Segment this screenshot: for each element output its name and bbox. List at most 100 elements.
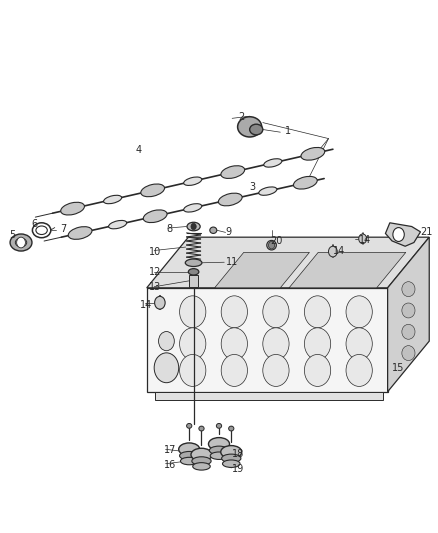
- Circle shape: [393, 228, 404, 241]
- Ellipse shape: [103, 195, 122, 204]
- Circle shape: [159, 332, 174, 351]
- Ellipse shape: [301, 148, 325, 160]
- Text: 21: 21: [420, 227, 433, 237]
- Ellipse shape: [222, 454, 241, 463]
- Ellipse shape: [402, 346, 415, 360]
- Text: 15: 15: [392, 363, 404, 373]
- Text: 3: 3: [250, 182, 256, 191]
- Ellipse shape: [210, 227, 217, 233]
- Circle shape: [346, 328, 372, 360]
- Text: 19: 19: [232, 464, 244, 474]
- Circle shape: [346, 296, 372, 328]
- Polygon shape: [388, 237, 429, 392]
- Circle shape: [154, 353, 179, 383]
- Ellipse shape: [221, 446, 242, 458]
- Text: 2: 2: [239, 112, 245, 122]
- Circle shape: [17, 237, 25, 248]
- Ellipse shape: [141, 184, 165, 197]
- Ellipse shape: [187, 423, 192, 429]
- Text: 5: 5: [9, 230, 15, 239]
- Circle shape: [191, 223, 196, 230]
- Bar: [189, 275, 198, 287]
- Circle shape: [180, 296, 206, 328]
- Ellipse shape: [259, 187, 277, 195]
- Polygon shape: [289, 253, 406, 288]
- Polygon shape: [147, 288, 388, 392]
- Ellipse shape: [180, 457, 198, 465]
- Ellipse shape: [219, 193, 242, 206]
- Ellipse shape: [402, 324, 415, 339]
- Ellipse shape: [402, 303, 415, 318]
- Ellipse shape: [216, 423, 222, 429]
- Ellipse shape: [199, 426, 204, 431]
- Circle shape: [180, 354, 206, 386]
- Ellipse shape: [237, 117, 261, 137]
- Text: 9: 9: [226, 227, 232, 237]
- Circle shape: [221, 296, 247, 328]
- Circle shape: [221, 354, 247, 386]
- Ellipse shape: [221, 166, 245, 179]
- Circle shape: [304, 328, 331, 360]
- Text: 1: 1: [285, 126, 291, 135]
- Ellipse shape: [15, 238, 27, 247]
- Ellipse shape: [109, 221, 127, 229]
- Ellipse shape: [184, 204, 202, 212]
- Text: 20: 20: [271, 236, 283, 246]
- Ellipse shape: [223, 460, 240, 467]
- Ellipse shape: [293, 176, 317, 189]
- Ellipse shape: [143, 210, 167, 223]
- Ellipse shape: [179, 443, 200, 456]
- Polygon shape: [385, 223, 420, 246]
- Circle shape: [263, 296, 289, 328]
- Polygon shape: [215, 253, 309, 288]
- Text: 10: 10: [149, 247, 161, 256]
- Ellipse shape: [191, 448, 212, 461]
- Ellipse shape: [193, 463, 210, 470]
- Text: 4: 4: [136, 146, 142, 155]
- Circle shape: [304, 296, 331, 328]
- Text: 8: 8: [166, 224, 173, 234]
- Ellipse shape: [250, 124, 263, 135]
- Circle shape: [268, 241, 275, 249]
- Ellipse shape: [402, 282, 415, 296]
- Text: 7: 7: [60, 224, 67, 234]
- Ellipse shape: [68, 227, 92, 239]
- Ellipse shape: [184, 177, 202, 185]
- Ellipse shape: [185, 259, 202, 266]
- Ellipse shape: [264, 159, 282, 167]
- Ellipse shape: [188, 269, 199, 275]
- Ellipse shape: [229, 426, 234, 431]
- Text: 6: 6: [32, 219, 38, 229]
- Ellipse shape: [10, 234, 32, 251]
- Ellipse shape: [61, 202, 85, 215]
- Text: 17: 17: [164, 446, 177, 455]
- Ellipse shape: [32, 223, 51, 238]
- Text: 14: 14: [359, 235, 371, 245]
- Polygon shape: [155, 392, 383, 400]
- Text: 16: 16: [164, 460, 177, 470]
- Ellipse shape: [36, 226, 47, 235]
- Text: 18: 18: [232, 449, 244, 459]
- Circle shape: [304, 354, 331, 386]
- Text: 14: 14: [140, 300, 152, 310]
- Circle shape: [346, 354, 372, 386]
- Polygon shape: [147, 237, 429, 288]
- Ellipse shape: [267, 240, 276, 250]
- Circle shape: [263, 328, 289, 360]
- Ellipse shape: [180, 451, 199, 460]
- Ellipse shape: [208, 438, 230, 450]
- Text: 14: 14: [333, 246, 345, 255]
- Circle shape: [263, 354, 289, 386]
- Circle shape: [155, 296, 165, 309]
- Text: 13: 13: [149, 282, 161, 292]
- Ellipse shape: [187, 222, 200, 231]
- Circle shape: [359, 234, 367, 244]
- Text: 11: 11: [226, 257, 238, 267]
- Ellipse shape: [210, 452, 228, 459]
- Ellipse shape: [192, 457, 211, 465]
- Circle shape: [328, 246, 337, 257]
- Ellipse shape: [209, 446, 229, 455]
- Text: 12: 12: [149, 267, 161, 277]
- Circle shape: [221, 328, 247, 360]
- Circle shape: [180, 328, 206, 360]
